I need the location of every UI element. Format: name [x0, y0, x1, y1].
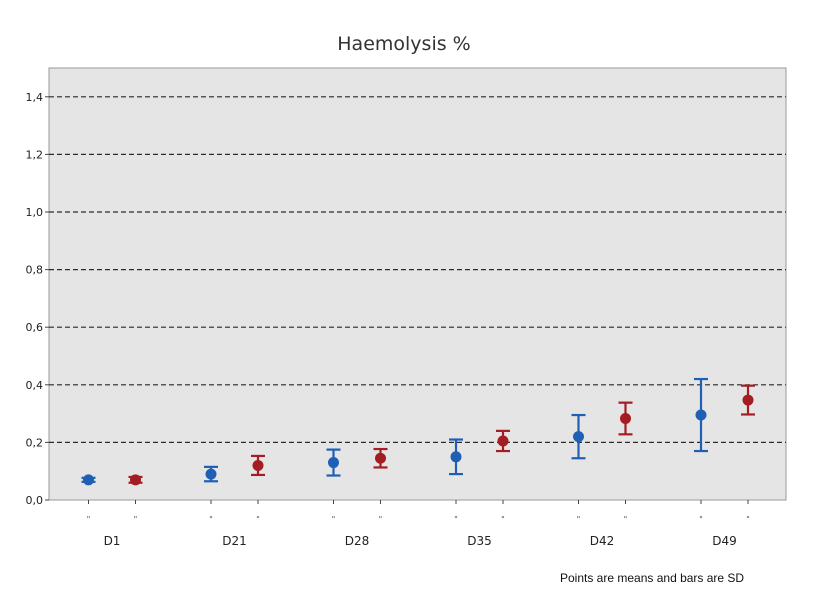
plot-area [48, 67, 787, 501]
x-tick-label: D21 [222, 534, 247, 548]
error-bar-group [373, 447, 388, 469]
error-bar-group [741, 384, 755, 416]
error-bar-group [204, 465, 218, 483]
x-sub-label: " [746, 515, 750, 524]
x-sub-label: " [87, 515, 91, 524]
x-sub-label: " [256, 515, 260, 524]
x-sub-label: " [379, 515, 383, 524]
error-bar-group [81, 474, 96, 486]
y-tick-label: 0,8 [26, 264, 44, 277]
mean-point [450, 451, 462, 463]
x-sub-label: " [577, 515, 581, 524]
mean-point [573, 431, 584, 443]
x-sub-label: " [332, 515, 336, 524]
mean-point [130, 474, 141, 486]
y-tick-label: 0,0 [26, 494, 44, 507]
y-tick-label: 0,2 [26, 436, 44, 449]
error-bar-group [618, 401, 633, 436]
error-bar-group [128, 474, 143, 486]
marks-layer [81, 377, 755, 486]
y-tick-label: 0,4 [26, 379, 44, 392]
x-tick-label: D49 [712, 534, 737, 548]
error-bar-group [449, 438, 463, 476]
mean-point [695, 409, 707, 421]
error-bar-group [571, 413, 586, 460]
x-tick-label: D42 [590, 534, 615, 548]
mean-point [205, 468, 217, 480]
error-bar-group [496, 429, 510, 453]
mean-point [497, 435, 509, 447]
mean-point [252, 459, 264, 471]
mean-point [375, 452, 386, 464]
x-sub-label: " [209, 515, 213, 524]
x-tick-label: D35 [467, 534, 492, 548]
mean-point [328, 457, 339, 469]
x-sub-label: " [624, 515, 628, 524]
y-tick-label: 1,0 [26, 206, 44, 219]
y-tick-label: 1,2 [26, 148, 44, 161]
y-tick-label: 1,4 [26, 91, 44, 104]
x-sub-label: " [134, 515, 138, 524]
x-sub-label: " [501, 515, 505, 524]
y-tick-label: 0,6 [26, 321, 44, 334]
error-bar-group [251, 454, 265, 477]
error-bar-group [326, 448, 341, 477]
error-bar-group [694, 377, 708, 453]
mean-point [620, 412, 631, 424]
x-tick-label: D1 [104, 534, 121, 548]
axis-layer: 0,0 0,2 0,4 0,6 0,8 1,0 1,2 1,4 D1 " " D21 " " D28 " " D3… [26, 91, 750, 548]
chart-title: Haemolysis % [337, 33, 470, 55]
grid-layer [49, 96, 786, 443]
mean-point [83, 474, 94, 486]
x-sub-label: " [454, 515, 458, 524]
x-sub-label: " [699, 515, 703, 524]
mean-point [742, 394, 754, 406]
x-tick-label: D28 [345, 534, 370, 548]
footnote: Points are means and bars are SD [560, 571, 745, 585]
